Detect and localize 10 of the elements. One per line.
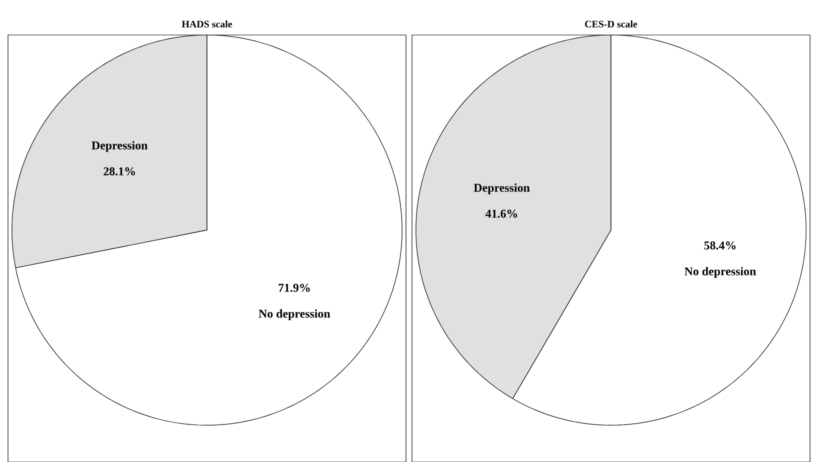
chart-title: CES-D scale bbox=[585, 20, 638, 28]
slice-label: No depression bbox=[258, 309, 330, 320]
data-label: 58.4% bbox=[704, 241, 736, 250]
slice-label: Depression bbox=[92, 140, 148, 152]
data-label: 28.1% bbox=[104, 167, 135, 176]
data-label: 71.9% bbox=[278, 284, 310, 292]
slice-label: Depression bbox=[474, 183, 530, 194]
slice-label: No depression bbox=[684, 266, 756, 278]
chart-title: HADS scale bbox=[182, 20, 232, 28]
data-label: 41.6% bbox=[485, 210, 518, 218]
